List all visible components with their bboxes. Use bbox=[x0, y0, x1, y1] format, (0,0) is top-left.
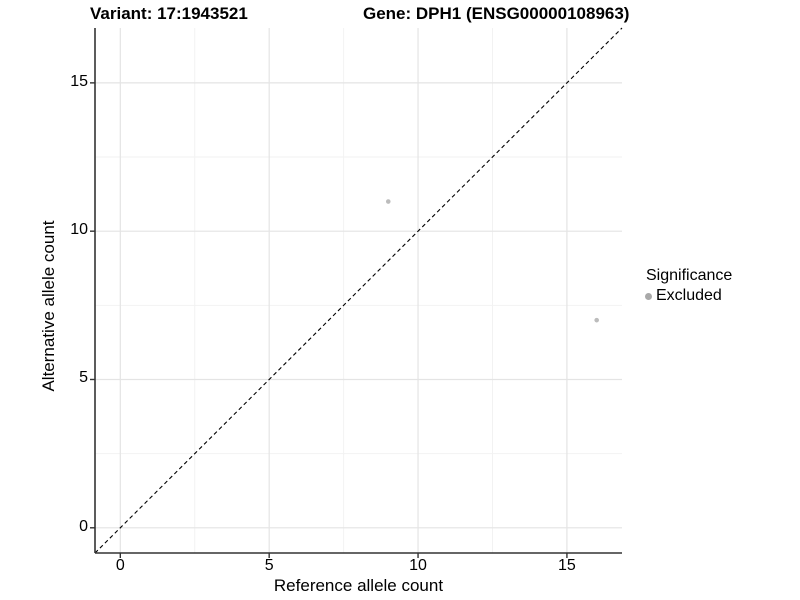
y-axis-title: Alternative allele count bbox=[39, 220, 58, 392]
plot-title-gene: Gene: DPH1 (ENSG00000108963) bbox=[363, 4, 630, 23]
legend-item-excluded: Excluded bbox=[640, 287, 732, 305]
data-point bbox=[594, 317, 599, 323]
x-tick-label: 10 bbox=[409, 557, 427, 574]
legend-point-icon bbox=[645, 292, 652, 300]
y-tick-label: 15 bbox=[70, 72, 88, 90]
x-tick-label: 0 bbox=[115, 557, 125, 574]
x-axis-title: Reference allele count bbox=[273, 576, 444, 595]
plot-title-variant: Variant: 17:1943521 bbox=[90, 4, 248, 23]
data-point bbox=[385, 199, 391, 204]
y-tick-label: 10 bbox=[70, 221, 88, 239]
legend-item-label: Excluded bbox=[656, 287, 722, 304]
identity-line bbox=[94, 27, 623, 554]
y-tick-label: 0 bbox=[79, 517, 88, 535]
x-tick-label: 15 bbox=[558, 557, 576, 574]
y-tick-label: 5 bbox=[79, 369, 88, 387]
legend-title: Significance bbox=[646, 267, 733, 284]
legend: Significance Excluded bbox=[640, 267, 732, 305]
x-tick-label: 5 bbox=[264, 557, 274, 574]
